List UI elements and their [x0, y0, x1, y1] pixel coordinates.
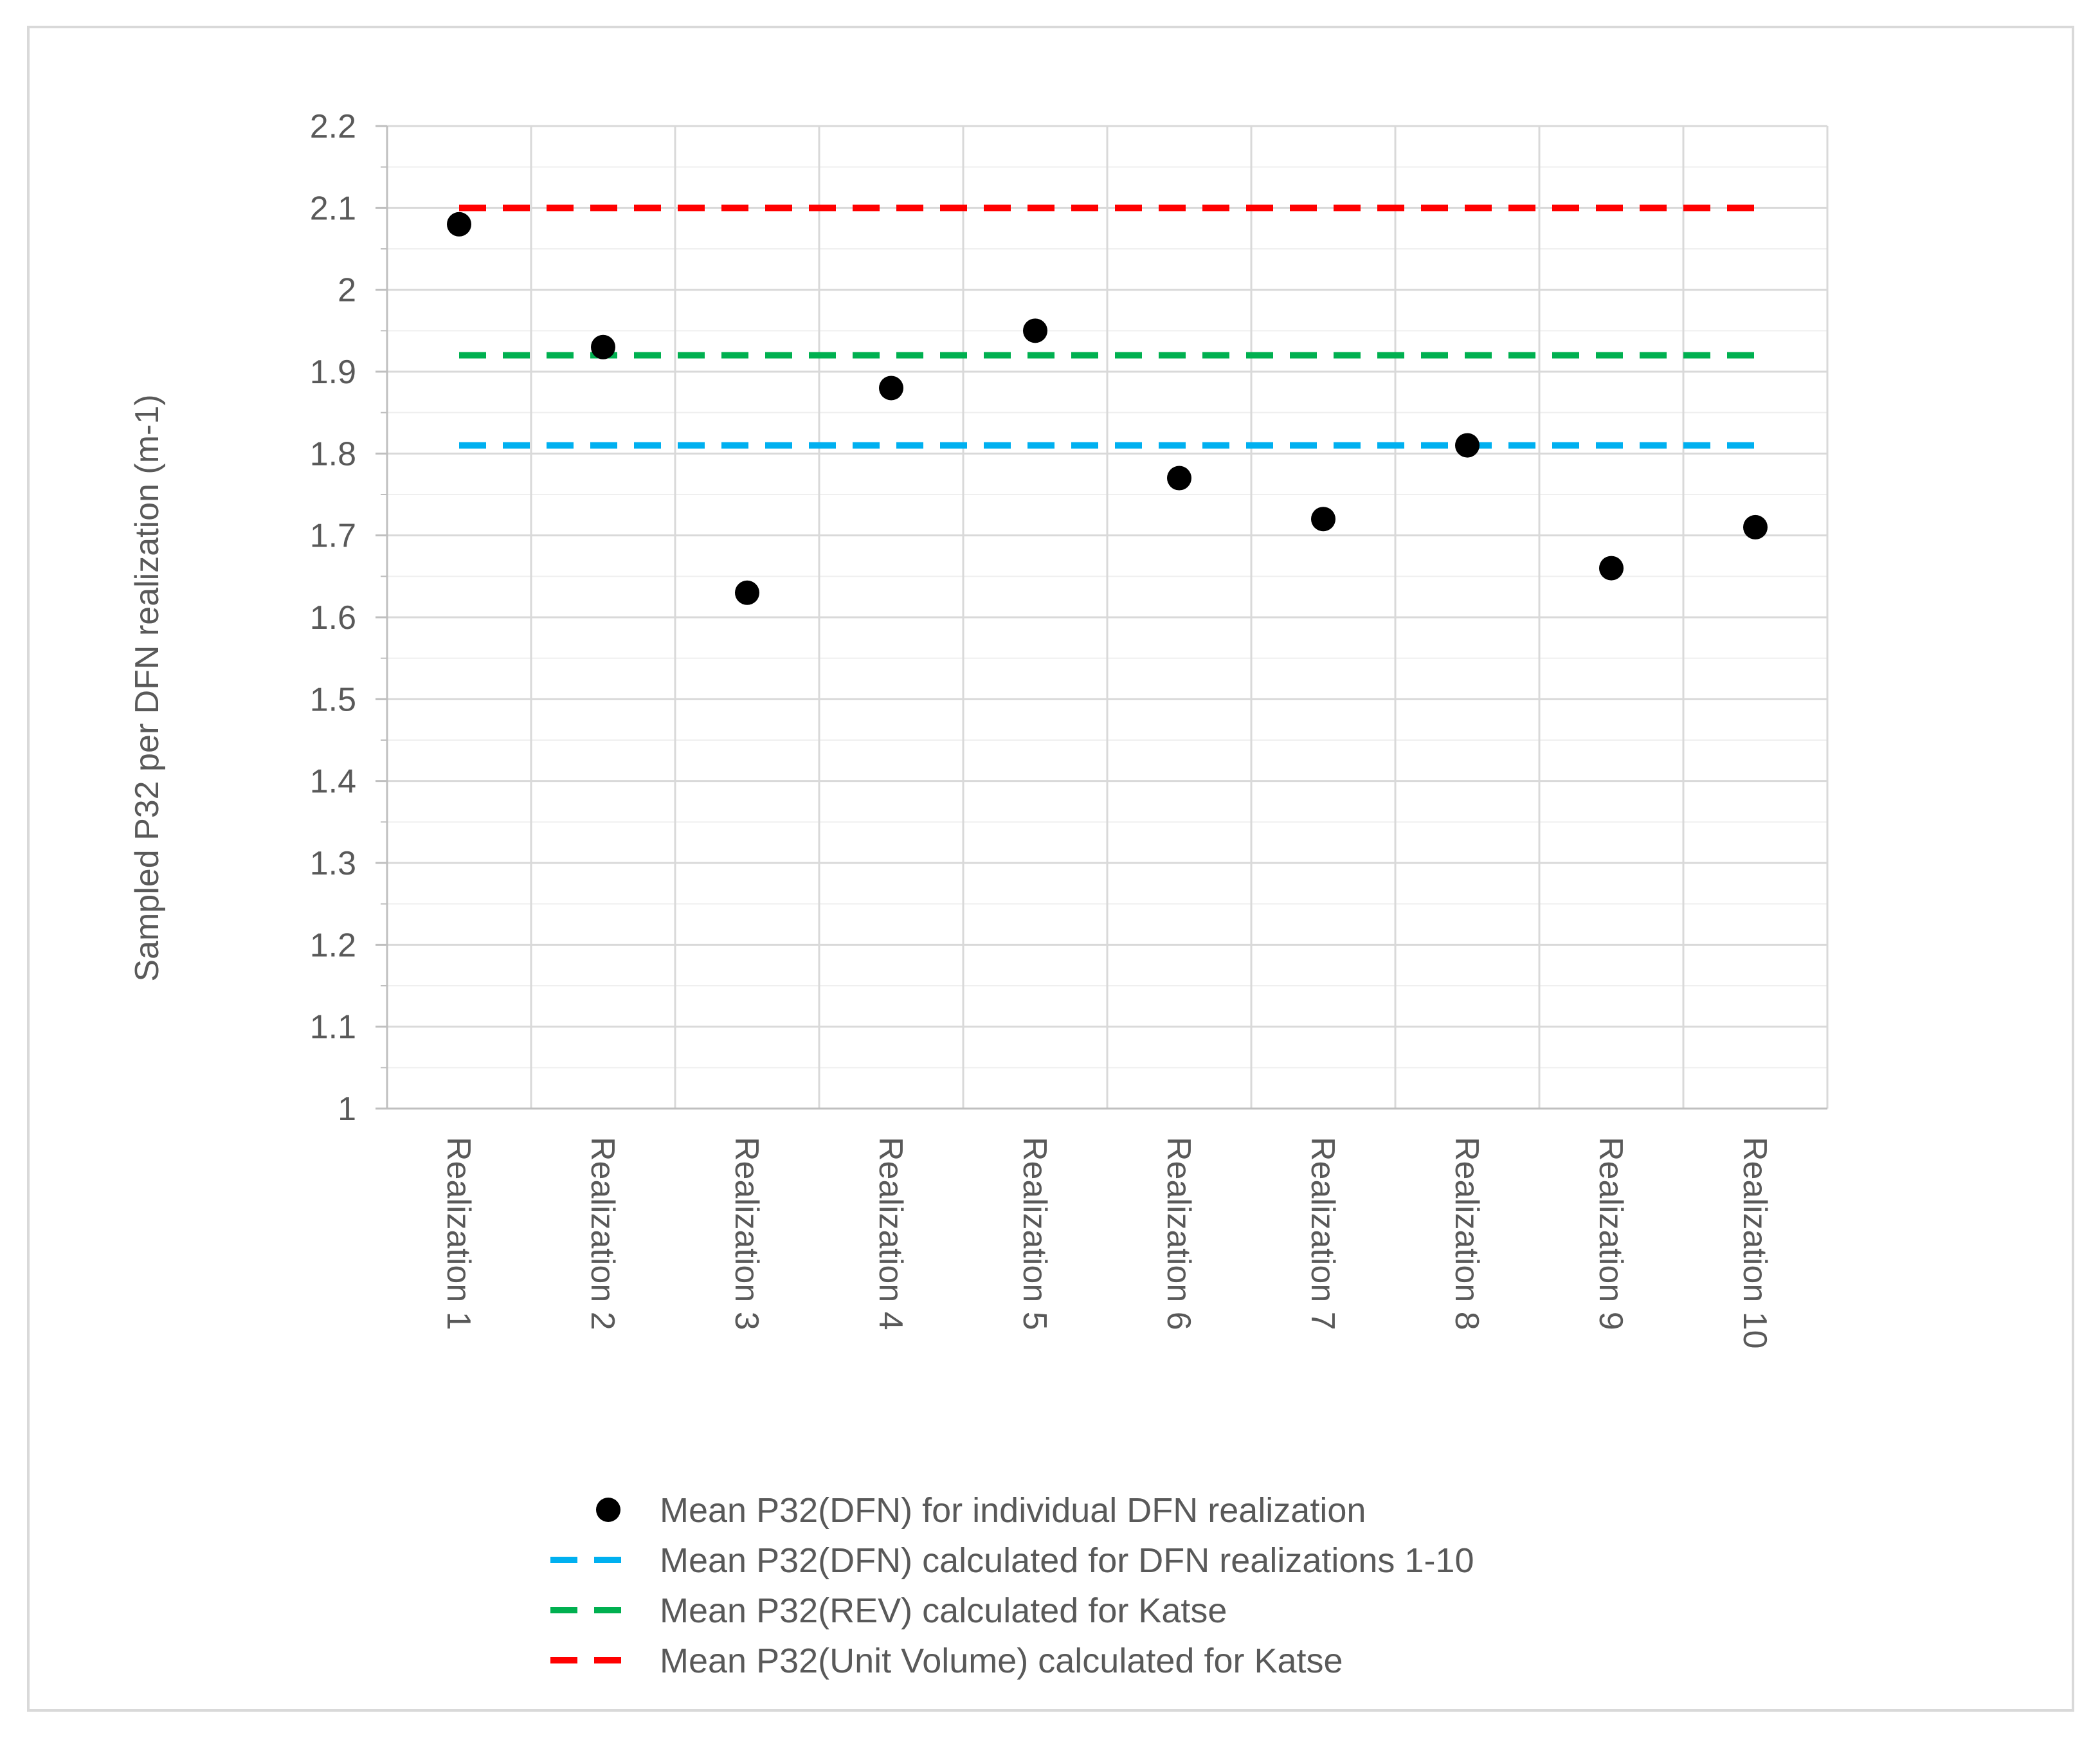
gridlines — [387, 125, 1829, 1109]
category-labels: Realization 1 Realization 2 Realization 3 R… — [440, 1137, 1773, 1349]
category-label: Realization 8 — [1448, 1137, 1485, 1330]
legend-label: Mean P32(DFN) calculated for DFN realiza… — [660, 1541, 1474, 1580]
data-point — [879, 376, 903, 401]
category-label: Realization 9 — [1592, 1137, 1629, 1330]
y-tick-label: 1.7 — [310, 518, 356, 555]
data-point — [1311, 507, 1335, 532]
category-label: Realization 5 — [1016, 1137, 1053, 1330]
category-label: Realization 1 — [440, 1137, 477, 1330]
legend-marker — [596, 1498, 620, 1522]
data-point — [1743, 514, 1768, 539]
y-tick-label: 1.4 — [310, 763, 356, 801]
y-tick-label: 1.2 — [310, 927, 356, 964]
y-tick-label: 2 — [338, 272, 356, 309]
legend: Mean P32(DFN) for individual DFN realiza… — [550, 1491, 1474, 1680]
data-point — [447, 212, 471, 237]
category-label: Realization 6 — [1160, 1137, 1197, 1330]
category-label: Realization 10 — [1736, 1137, 1773, 1349]
y-tick-label: 1.9 — [310, 354, 356, 391]
axes — [376, 125, 1827, 1110]
legend-label: Mean P32(DFN) for individual DFN realiza… — [660, 1491, 1366, 1530]
chart-frame: 1 1.1 1.2 1.3 1.4 1.5 1.6 1.7 1.8 1.9 2 2.1 2.2 Real… — [27, 26, 2074, 1712]
legend-label: Mean P32(REV) calculated for Katse — [660, 1591, 1227, 1630]
y-tick-labels: 1 1.1 1.2 1.3 1.4 1.5 1.6 1.7 1.8 1.9 2 2.1 2.2 — [310, 108, 356, 1128]
y-tick-label: 1.3 — [310, 845, 356, 882]
y-tick-label: 1.6 — [310, 599, 356, 637]
category-label: Realization 7 — [1304, 1137, 1341, 1330]
data-point — [1599, 556, 1624, 581]
data-points — [447, 212, 1768, 605]
y-tick-label: 1.8 — [310, 435, 356, 473]
data-point — [591, 334, 615, 359]
y-axis-label: Sampled P32 per DFN realization (m-1) — [129, 394, 166, 981]
legend-label: Mean P32(Unit Volume) calculated for Kat… — [660, 1642, 1343, 1680]
data-point — [735, 580, 759, 605]
y-tick-label: 2.2 — [310, 108, 356, 145]
y-tick-label: 2.1 — [310, 190, 356, 227]
y-tick-label: 1.1 — [310, 1009, 356, 1046]
category-label: Realization 2 — [584, 1137, 621, 1330]
data-point — [1455, 433, 1480, 458]
y-tick-label: 1.5 — [310, 681, 356, 718]
category-label: Realization 4 — [872, 1137, 909, 1330]
data-point — [1023, 318, 1047, 343]
data-point — [1167, 466, 1191, 491]
chart-svg: 1 1.1 1.2 1.3 1.4 1.5 1.6 1.7 1.8 1.9 2 2.1 2.2 Real… — [129, 108, 1829, 1680]
category-label: Realization 3 — [728, 1137, 765, 1330]
y-tick-label: 1 — [338, 1091, 356, 1128]
